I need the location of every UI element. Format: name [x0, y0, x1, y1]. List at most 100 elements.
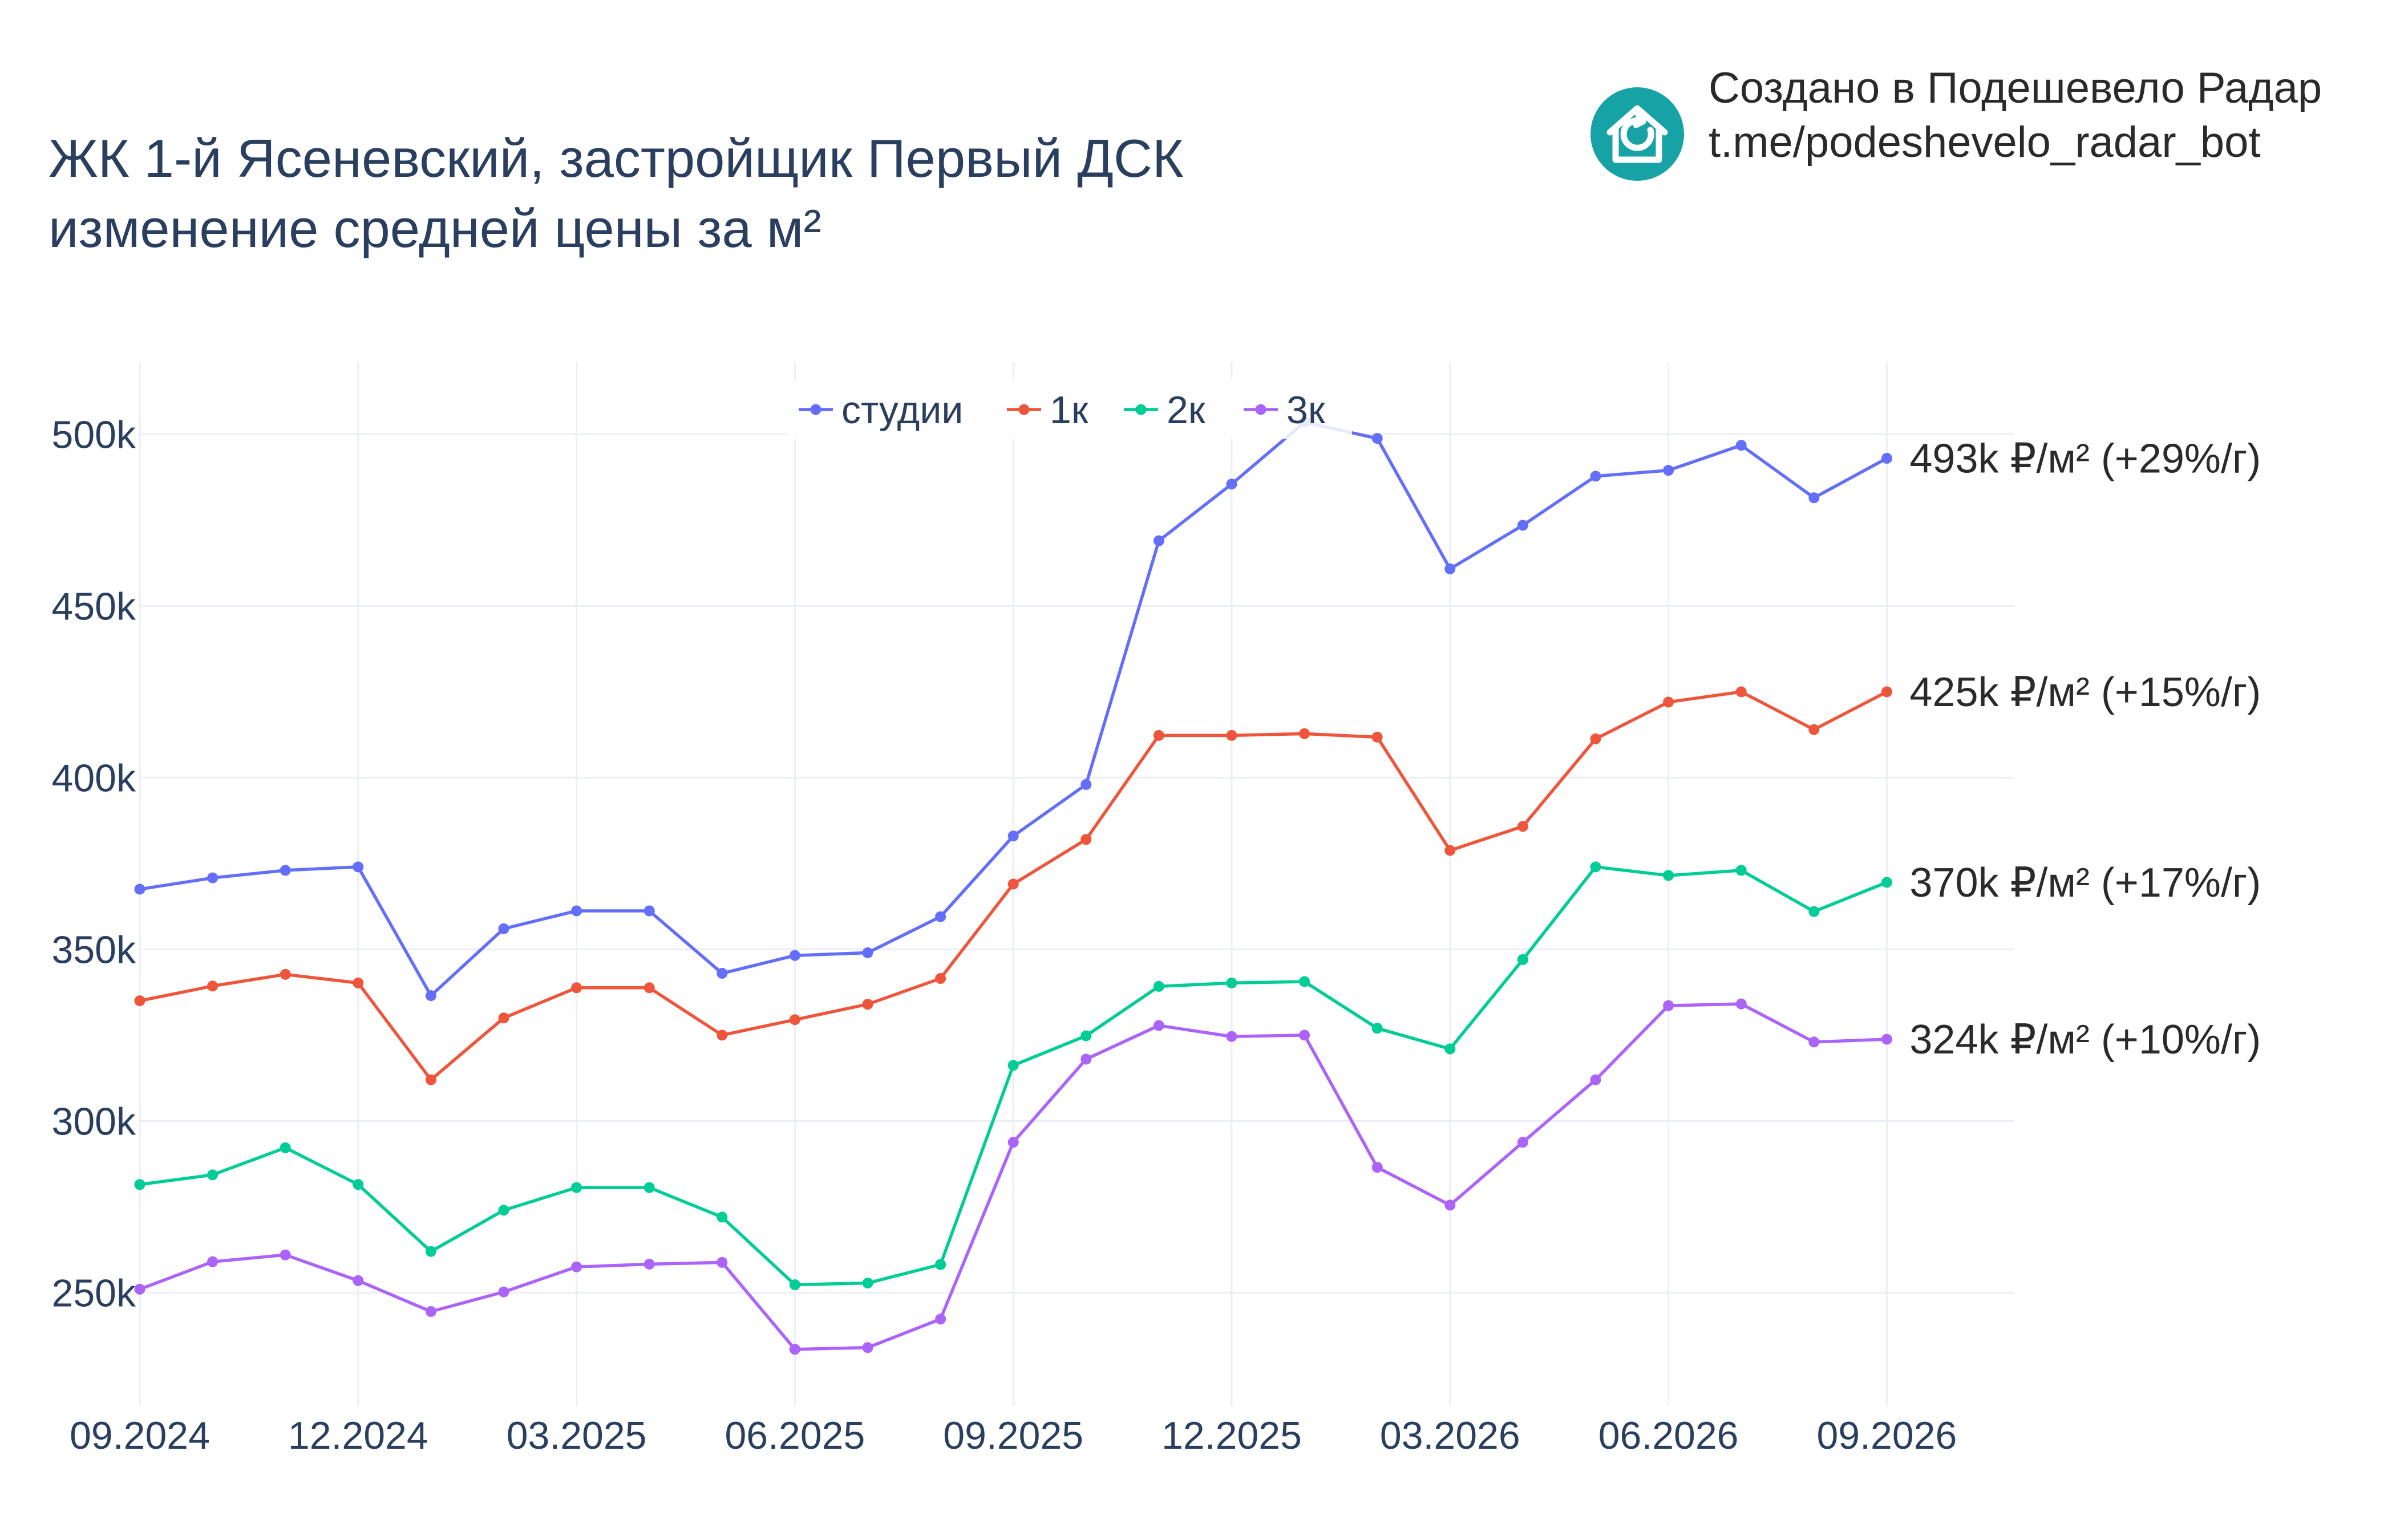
end-labels: 493k ₽/м² (+29%/г) 425k ₽/м² (+15%/г) 370k… — [1909, 436, 2261, 1063]
data-point — [1299, 976, 1310, 987]
data-point — [1444, 1043, 1456, 1055]
data-point — [571, 905, 582, 917]
data-point — [1153, 730, 1164, 741]
branding-line-1: Создано в Подешевело Радар — [1709, 64, 2322, 112]
data-point — [207, 872, 218, 884]
data-point — [280, 865, 291, 876]
y-tick-label: 350k — [52, 928, 136, 971]
x-tick-label: 06.2025 — [725, 1414, 865, 1457]
data-point — [935, 1259, 946, 1270]
data-point — [1299, 728, 1310, 739]
data-point — [1590, 471, 1601, 482]
legend-item-3к[interactable]: 3к — [1244, 388, 1326, 432]
data-point — [789, 1279, 800, 1291]
legend-swatch-marker — [1135, 404, 1147, 415]
data-point — [1590, 733, 1601, 744]
data-point — [717, 968, 728, 979]
data-point — [1444, 563, 1456, 574]
data-point — [207, 1169, 218, 1181]
data-point — [134, 884, 145, 895]
x-tick-label: 09.2024 — [70, 1414, 210, 1457]
legend-swatch-marker — [1255, 404, 1266, 415]
legend[interactable]: студии 1к 2к 3к — [787, 379, 1352, 439]
data-point — [862, 1342, 873, 1353]
data-point — [498, 1205, 509, 1216]
series-2к — [134, 861, 1892, 1291]
data-point — [1517, 954, 1528, 965]
series-end-label: 493k ₽/м² (+29%/г) — [1909, 436, 2261, 482]
data-point — [789, 950, 800, 961]
data-point — [1735, 440, 1747, 451]
data-point — [862, 947, 873, 958]
data-point — [1444, 1199, 1456, 1211]
data-point — [1590, 861, 1601, 873]
data-point — [1226, 730, 1237, 741]
data-point — [1590, 1074, 1601, 1085]
legend-item-1к[interactable]: 1к — [1007, 388, 1089, 432]
series-lines — [134, 416, 1892, 1355]
legend-label: 3к — [1286, 388, 1326, 432]
data-point — [717, 1257, 728, 1268]
data-point — [1371, 433, 1383, 444]
data-point — [1517, 821, 1528, 832]
data-point — [571, 1261, 582, 1272]
data-point — [1881, 1034, 1892, 1045]
x-tick-label: 03.2026 — [1380, 1414, 1520, 1457]
data-point — [1371, 1023, 1383, 1034]
x-tick-label: 12.2024 — [288, 1414, 428, 1457]
data-point — [1371, 1162, 1383, 1173]
data-point — [1007, 878, 1019, 890]
data-point — [1153, 980, 1164, 992]
data-point — [280, 968, 291, 980]
data-point — [1663, 1000, 1674, 1011]
data-point — [1881, 686, 1892, 698]
data-point — [1808, 724, 1820, 735]
legend-item-студии[interactable]: студии — [799, 388, 963, 432]
data-point — [862, 1277, 873, 1288]
data-point — [134, 1179, 145, 1190]
logo-icon — [1590, 87, 1684, 181]
chart-title-line-2: изменение средней цены за м² — [48, 198, 821, 258]
data-point — [425, 1306, 436, 1317]
axes: 250k 300k 350k 400k 450k 500k 09.2024 12.2024 03… — [52, 413, 1957, 1457]
data-point — [353, 1275, 364, 1286]
data-point — [1881, 453, 1892, 464]
data-point — [280, 1142, 291, 1153]
data-point — [1080, 779, 1092, 790]
legend-swatch-marker — [810, 404, 821, 415]
data-point — [1080, 1053, 1092, 1065]
legend-item-2к[interactable]: 2к — [1124, 388, 1206, 432]
data-point — [1735, 998, 1747, 1010]
branding-line-2: t.me/podeshevelo_radar_bot — [1709, 118, 2261, 167]
data-point — [643, 905, 655, 917]
data-point — [498, 1012, 509, 1024]
data-point — [862, 999, 873, 1010]
y-tick-label: 300k — [52, 1100, 136, 1143]
y-tick-label: 400k — [52, 756, 136, 800]
data-point — [353, 1179, 364, 1190]
data-point — [1153, 1020, 1164, 1031]
x-tick-label: 09.2025 — [943, 1414, 1083, 1457]
series-end-label: 324k ₽/м² (+10%/г) — [1909, 1017, 2261, 1063]
data-point — [425, 1074, 436, 1085]
data-point — [1007, 1137, 1019, 1148]
data-point — [1226, 479, 1237, 490]
series-1к — [134, 686, 1892, 1085]
series-end-label: 425k ₽/м² (+15%/г) — [1909, 670, 2261, 715]
data-point — [498, 923, 509, 934]
house-refresh-icon — [1606, 105, 1668, 163]
data-point — [717, 1211, 728, 1223]
legend-swatch-marker — [1018, 404, 1030, 415]
data-point — [1080, 834, 1092, 845]
data-point — [1007, 830, 1019, 842]
y-tick-label: 250k — [52, 1271, 136, 1315]
data-point — [1808, 906, 1820, 917]
data-point — [425, 1246, 436, 1257]
x-tick-label: 06.2026 — [1598, 1414, 1739, 1457]
data-point — [425, 990, 436, 1002]
data-point — [1371, 731, 1383, 743]
data-point — [1226, 1031, 1237, 1042]
data-point — [571, 982, 582, 994]
legend-label: 1к — [1050, 388, 1089, 432]
data-point — [935, 911, 946, 922]
